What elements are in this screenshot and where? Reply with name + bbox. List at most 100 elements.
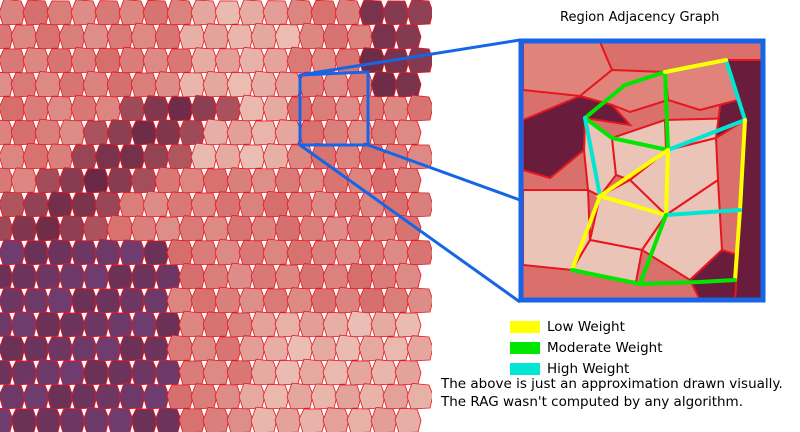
superpixel-region xyxy=(358,192,386,218)
edge-moderate xyxy=(570,268,737,287)
superpixel-region xyxy=(10,408,38,432)
superpixel-region xyxy=(94,288,122,314)
superpixel-region xyxy=(130,263,158,290)
superpixel-region xyxy=(238,144,266,170)
superpixel-region xyxy=(406,94,432,122)
superpixel-region xyxy=(10,167,38,194)
edge-low xyxy=(595,148,670,218)
legend-swatch-low xyxy=(510,320,540,333)
superpixel-region xyxy=(34,406,62,432)
superpixel-region xyxy=(262,336,290,362)
superpixel-region xyxy=(382,286,410,314)
superpixel-region xyxy=(334,96,362,122)
superpixel-region xyxy=(70,94,98,122)
superpixel-region xyxy=(154,23,182,50)
superpixel-region xyxy=(274,407,302,432)
superpixel-region xyxy=(154,359,182,386)
superpixel-region xyxy=(202,70,230,98)
superpixel-region xyxy=(118,46,146,74)
superpixel-region xyxy=(250,22,278,50)
superpixel-region xyxy=(142,190,170,218)
superpixel-region xyxy=(370,23,398,50)
legend: Low Weight Moderate Weight High Weight xyxy=(510,316,663,379)
superpixel-region xyxy=(154,71,182,98)
superpixel-region xyxy=(166,334,194,362)
connector-bottom xyxy=(299,143,521,304)
superpixel-region xyxy=(406,239,432,266)
superpixel-region xyxy=(166,96,194,122)
superpixel-region xyxy=(34,23,62,50)
superpixel-region xyxy=(0,360,14,385)
superpixel-region xyxy=(22,142,50,170)
superpixel-region xyxy=(82,22,110,50)
superpixel-region xyxy=(166,384,194,410)
superpixel-region xyxy=(250,311,278,338)
superpixel-region xyxy=(142,240,170,266)
superpixel-region xyxy=(382,0,410,26)
superpixel-region xyxy=(394,407,422,432)
superpixel-region xyxy=(70,192,98,218)
superpixel-region xyxy=(346,408,374,432)
superpixel-region xyxy=(58,167,86,194)
superpixel-region xyxy=(106,71,134,98)
superpixel-region xyxy=(94,0,122,26)
superpixel-region xyxy=(178,167,206,194)
edge-high xyxy=(664,208,742,217)
superpixel-region xyxy=(178,262,206,290)
superpixel-region xyxy=(406,335,432,362)
superpixel-region xyxy=(46,286,74,314)
legend-label-low: Low Weight xyxy=(547,318,625,335)
superpixel-region xyxy=(322,407,350,432)
superpixel-region xyxy=(298,215,326,242)
superpixel-region xyxy=(142,288,170,314)
superpixel-region xyxy=(0,71,14,97)
superpixel-region xyxy=(10,215,38,242)
superpixel-region xyxy=(154,118,182,146)
superpixel-region xyxy=(238,192,266,218)
legend-item-moderate: Moderate Weight xyxy=(510,337,663,358)
legend-label-moderate: Moderate Weight xyxy=(547,339,663,356)
superpixel-region xyxy=(346,215,374,242)
superpixel-region xyxy=(0,48,26,74)
superpixel-region xyxy=(34,70,62,98)
superpixel-region xyxy=(178,408,206,432)
superpixel-region xyxy=(118,144,146,170)
superpixel-region xyxy=(370,406,398,432)
superpixel-region xyxy=(394,167,422,194)
superpixel-region xyxy=(322,359,350,386)
superpixel-region xyxy=(0,334,26,362)
edge-moderate xyxy=(638,213,668,286)
superpixel-region xyxy=(82,358,110,386)
superpixel-region xyxy=(322,23,350,50)
superpixel-region xyxy=(34,311,62,338)
legend-item-low: Low Weight xyxy=(510,316,663,337)
superpixel-region xyxy=(262,0,290,26)
superpixel-region xyxy=(178,215,206,242)
superpixel-region xyxy=(226,167,254,194)
superpixel-region xyxy=(274,71,302,98)
edge-moderate xyxy=(583,69,671,153)
superpixel-region xyxy=(106,166,134,194)
superpixel-region xyxy=(262,288,290,314)
legend-item-high: High Weight xyxy=(510,358,663,379)
superpixel-region xyxy=(286,382,314,410)
superpixel-region xyxy=(46,48,74,74)
superpixel-region xyxy=(274,119,302,146)
superpixel-region xyxy=(226,407,254,432)
connector-right xyxy=(367,143,521,202)
superpixel-region xyxy=(106,119,134,146)
superpixel-region xyxy=(10,262,38,290)
superpixel-region xyxy=(22,192,50,218)
superpixel-region xyxy=(406,287,432,314)
zoom-connector-lines xyxy=(298,38,521,304)
superpixel-region xyxy=(0,24,14,49)
legend-swatch-high xyxy=(510,362,540,375)
superpixel-region xyxy=(118,382,146,410)
superpixel-region xyxy=(406,382,432,410)
edge-low xyxy=(570,194,602,272)
disclaimer-note: The above is just an approximation drawn… xyxy=(441,376,783,410)
superpixel-region xyxy=(214,48,242,74)
superpixel-region xyxy=(298,263,326,290)
edge-high xyxy=(583,116,602,198)
superpixel-region xyxy=(310,288,338,314)
